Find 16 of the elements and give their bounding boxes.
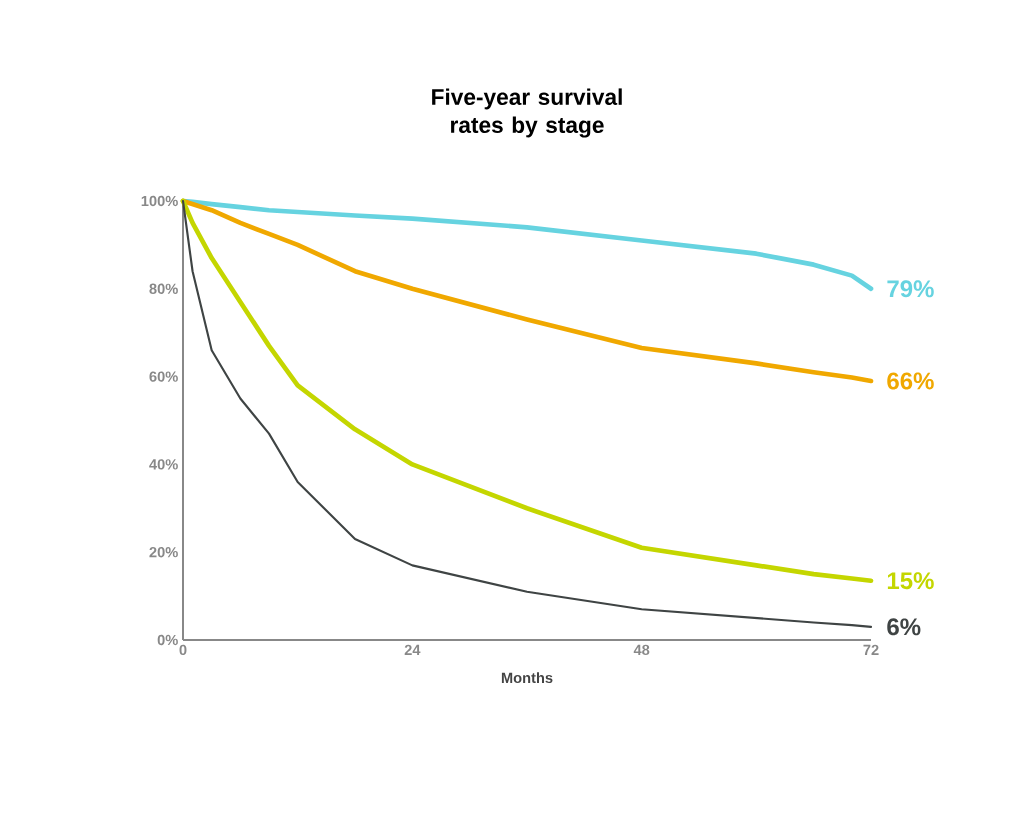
series-label: 79% — [887, 280, 934, 298]
y-tick-label: 40% — [149, 459, 178, 470]
series-label: 15% — [887, 572, 934, 590]
x-axis-title: Months — [501, 672, 553, 684]
series-label: 66% — [887, 372, 934, 390]
series-label: 6% — [887, 618, 921, 636]
y-tick-label: 100% — [141, 195, 178, 207]
x-tick-label: 72 — [863, 644, 879, 655]
y-tick-label: 20% — [149, 547, 178, 558]
y-tick-label: 80% — [149, 283, 178, 294]
y-tick-label: 60% — [149, 371, 178, 382]
y-tick-label: 0% — [157, 634, 178, 646]
x-tick-label: 48 — [633, 644, 650, 656]
chart-title: Five-year survival rates by stage — [432, 88, 622, 138]
x-tick-label: 0 — [179, 644, 187, 656]
x-tick-label: 24 — [404, 644, 421, 655]
